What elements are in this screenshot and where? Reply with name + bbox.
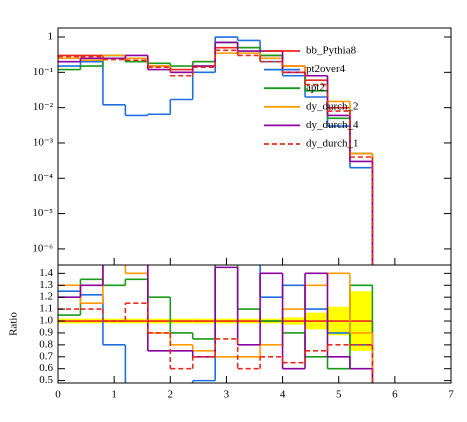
legend-label: apt2 bbox=[306, 82, 325, 94]
y-tick-label: 10⁻¹ bbox=[33, 66, 53, 78]
y-tick-label: 0.9 bbox=[39, 326, 53, 338]
y-tick-label: 1.4 bbox=[39, 267, 53, 279]
y-tick-label: 10⁻³ bbox=[33, 136, 54, 148]
y-tick-label: 1 bbox=[48, 31, 54, 43]
panel-frame bbox=[57, 27, 452, 266]
y-tick-label: 10⁻⁶ bbox=[32, 242, 53, 254]
legend-label: dy_durch_4 bbox=[306, 119, 359, 131]
y-tick-label: 10⁻² bbox=[33, 101, 54, 113]
y-tick-label: 1.0 bbox=[39, 315, 53, 327]
legend-label: dy_durch_2 bbox=[306, 100, 359, 112]
y-tick-label: 1.3 bbox=[39, 279, 53, 291]
y-tick-label: 0.5 bbox=[39, 374, 53, 386]
y-tick-label: 10⁻⁵ bbox=[32, 207, 53, 219]
x-tick-label: 6 bbox=[392, 389, 398, 401]
legend-label: dy_durch_1 bbox=[306, 138, 359, 150]
x-tick-label: 2 bbox=[168, 389, 174, 401]
y-axis-label: Ratio bbox=[8, 312, 20, 336]
y-tick-label: 0.8 bbox=[39, 338, 53, 350]
legend-label: pt2over4 bbox=[306, 63, 346, 75]
y-tick-label: 1.1 bbox=[39, 303, 53, 315]
y-tick-label: 0.7 bbox=[39, 350, 53, 362]
x-tick-label: 0 bbox=[55, 389, 61, 401]
panel-frame bbox=[57, 264, 452, 384]
x-tick-label: 3 bbox=[224, 389, 230, 401]
x-tick-label: 5 bbox=[336, 389, 342, 401]
legend-label: bb_Pythia8 bbox=[306, 45, 357, 57]
x-tick-label: 7 bbox=[448, 389, 454, 401]
plot-area bbox=[58, 265, 374, 383]
x-tick-label: 1 bbox=[111, 389, 117, 401]
y-tick-label: 10⁻⁴ bbox=[32, 172, 53, 184]
y-tick-label: 1.2 bbox=[39, 291, 53, 303]
y-tick-label: 0.6 bbox=[39, 362, 53, 374]
x-tick-label: 4 bbox=[280, 389, 286, 401]
plot-area bbox=[58, 36, 374, 265]
